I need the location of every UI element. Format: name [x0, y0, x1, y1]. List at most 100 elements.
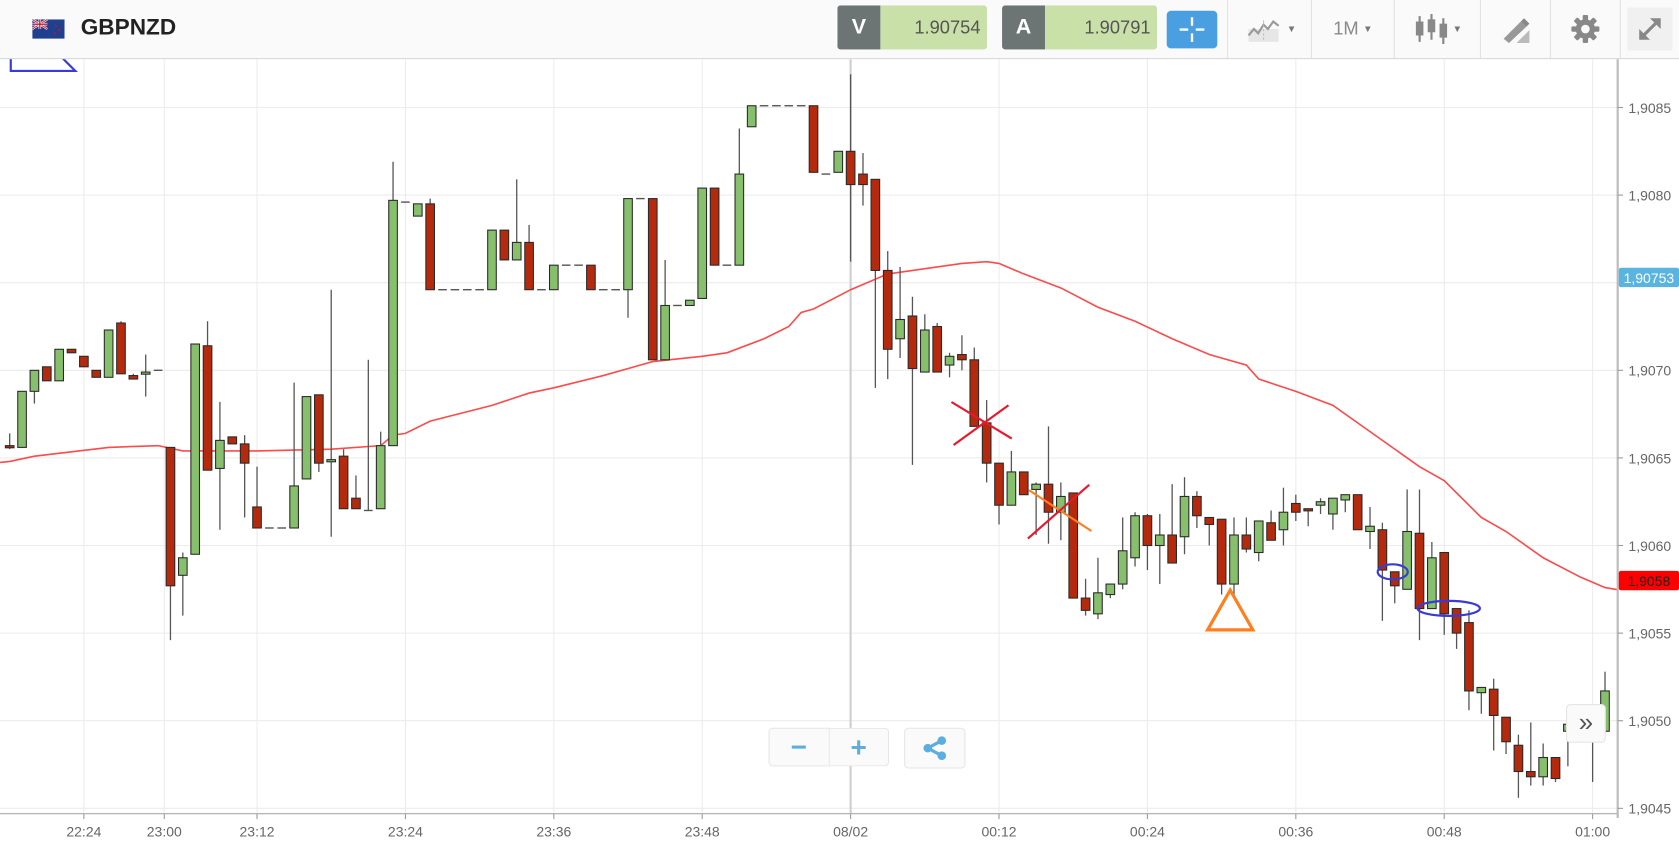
candle — [709, 187, 720, 266]
y-tick-label: 1,9070 — [1628, 363, 1671, 379]
zoom-out-button[interactable]: − — [768, 727, 830, 767]
candle — [79, 355, 89, 368]
candle-body-up — [623, 198, 633, 291]
candle-body-down — [647, 198, 658, 361]
zoom-in-button[interactable]: + — [829, 727, 890, 767]
orange-triangle-marker[interactable] — [1204, 586, 1256, 632]
x-tick-label: 01:00 — [1575, 823, 1610, 839]
candle — [1414, 489, 1425, 641]
crosshair-button[interactable] — [1166, 10, 1218, 49]
candle-body-down — [907, 315, 918, 370]
candle — [932, 322, 943, 373]
candle — [1476, 686, 1487, 714]
candle-style-button[interactable]: ▼ — [1402, 9, 1473, 50]
candle — [647, 198, 658, 361]
red-cross-mark[interactable] — [950, 401, 1013, 446]
y-tick-label: 1,9050 — [1628, 713, 1671, 729]
candle-body-down — [981, 422, 992, 464]
candle-body-down — [1414, 532, 1425, 610]
candle-body-up — [1006, 471, 1017, 506]
candle — [1464, 610, 1474, 711]
candle-body-up — [140, 371, 151, 375]
candle-body-up — [1340, 494, 1351, 501]
candle-body-down — [202, 345, 213, 471]
candle-body-down — [994, 462, 1004, 506]
candle-body-up — [177, 557, 188, 576]
candle — [1266, 510, 1276, 541]
x-tick-label: 23:24 — [388, 823, 423, 839]
candle-body-up — [412, 203, 423, 217]
candle-body-down — [79, 355, 89, 368]
buy-price-button[interactable]: A 1.90791 — [1002, 5, 1158, 50]
x-tick-label: 00:24 — [1130, 823, 1165, 839]
chart-type-button[interactable]: ▼ — [1238, 9, 1305, 50]
y-tick-label: 1,9080 — [1628, 187, 1671, 203]
candle — [289, 382, 299, 529]
candle — [1315, 498, 1326, 514]
candle-body-up — [1093, 592, 1103, 615]
fullscreen-button[interactable] — [1627, 7, 1673, 51]
candle — [660, 259, 670, 361]
y-tick-label: 1,9060 — [1628, 538, 1671, 554]
bid-price-label: 1,90753 — [1624, 270, 1675, 286]
candle-body-up — [511, 241, 522, 261]
candle — [66, 348, 77, 354]
candle-body-down — [1080, 597, 1091, 611]
candle-body-up — [388, 199, 398, 447]
red-orange-cross-mark[interactable] — [1027, 483, 1092, 540]
candle — [1427, 542, 1437, 610]
share-button[interactable] — [904, 727, 966, 769]
divider — [1393, 0, 1395, 59]
candle — [375, 431, 386, 510]
x-tick-label: 22:24 — [66, 823, 101, 839]
gear-icon — [1571, 15, 1600, 43]
candle — [1006, 450, 1017, 506]
candle-body-up — [1179, 495, 1190, 538]
expand-icon — [1639, 18, 1661, 40]
candle-body-down — [957, 353, 967, 361]
candle-body-down — [709, 187, 720, 266]
candle — [685, 299, 695, 307]
candle — [140, 354, 151, 397]
blue-ellipse-marker[interactable] — [1376, 563, 1409, 581]
y-tick-label: 1,9085 — [1628, 100, 1671, 116]
candles-layer — [4, 74, 1610, 798]
candle — [1018, 471, 1029, 496]
candle — [1538, 743, 1548, 786]
candle — [1117, 517, 1128, 590]
x-tick-label: 23:36 — [536, 823, 571, 839]
scroll-to-end-button[interactable]: » — [1566, 704, 1606, 743]
candle — [326, 289, 337, 537]
candle-body-up — [1278, 511, 1289, 531]
flag-gb-nz-icon — [32, 19, 65, 39]
candle-body-up — [54, 348, 64, 382]
candle-body-down — [932, 325, 943, 373]
x-tick-label: 00:36 — [1278, 823, 1313, 839]
candle-body-up — [29, 369, 40, 392]
candle-body-down — [1241, 534, 1252, 550]
x-tick-label: 00:12 — [982, 823, 1017, 839]
candle-body-up — [919, 329, 930, 373]
candle — [301, 396, 312, 480]
candle-body-down — [870, 178, 881, 271]
blue-ellipse-marker[interactable] — [1416, 599, 1481, 617]
drawing-tools-button[interactable] — [1489, 9, 1543, 50]
candle — [165, 446, 176, 641]
candle — [1253, 520, 1264, 562]
sell-price-button[interactable]: V 1.90754 — [837, 5, 987, 50]
candle-body-down — [1018, 471, 1029, 496]
settings-button[interactable] — [1561, 9, 1611, 50]
candle-body-up — [548, 264, 559, 291]
axes-layer: 22:24 23:00 23:12 23:24 23:36 23:48 08/02 00:12… — [0, 59, 1671, 839]
candle-body-down — [524, 241, 534, 291]
candle-body-down — [314, 394, 324, 464]
candle — [1105, 583, 1116, 599]
candle — [907, 296, 918, 465]
candle — [1216, 518, 1227, 595]
candle — [177, 552, 188, 616]
divider — [1619, 0, 1621, 59]
candle-body-down — [1439, 551, 1450, 615]
timeframe-dropdown[interactable]: 1M ▼ — [1320, 9, 1387, 50]
candle — [1229, 517, 1239, 595]
